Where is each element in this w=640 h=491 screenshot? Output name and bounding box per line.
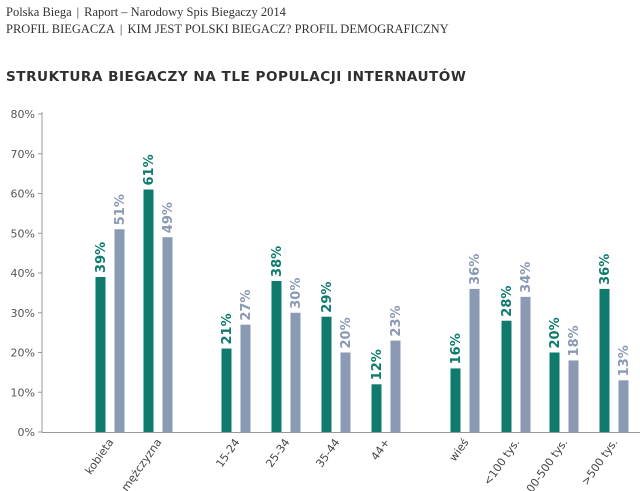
bar-value-label: 16% xyxy=(449,333,464,364)
bar xyxy=(599,288,610,432)
bar xyxy=(469,288,480,432)
bar-value-label: 49% xyxy=(161,202,176,233)
bar-value-label: 30% xyxy=(289,278,304,309)
section-name: PROFIL BIEGACZA xyxy=(6,22,115,36)
y-tick-label: 10% xyxy=(11,386,35,399)
chart-title: STRUKTURA BIEGACZY NA TLE POPULACJI INTE… xyxy=(6,69,467,85)
x-tick-label: <100 tys. xyxy=(481,436,522,487)
bar xyxy=(290,312,301,432)
bar xyxy=(114,229,125,432)
x-tick-label: 100-500 tys. xyxy=(520,436,571,491)
y-tick-label: 80% xyxy=(11,108,35,121)
bar xyxy=(549,352,560,432)
bar-value-label: 39% xyxy=(94,242,109,273)
report-header: Polska Biega | Raport – Narodowy Spis Bieg… xyxy=(6,5,286,20)
bar xyxy=(271,280,282,432)
x-tick-label: wieś xyxy=(447,436,472,464)
bar xyxy=(390,340,401,432)
x-tick-label: mężczyzna xyxy=(119,436,165,491)
y-tick-label: 20% xyxy=(11,347,35,360)
bar xyxy=(240,324,251,432)
bar-value-label: 28% xyxy=(500,286,515,317)
y-tick-label: 30% xyxy=(11,307,35,320)
bar-value-label: 36% xyxy=(598,254,613,285)
bar-value-label: 61% xyxy=(142,154,157,185)
bar xyxy=(321,316,332,432)
bar xyxy=(520,296,531,432)
bar xyxy=(143,189,154,432)
bar-value-label: 27% xyxy=(239,290,254,321)
bar xyxy=(618,380,629,432)
bar xyxy=(95,276,106,432)
publisher-name: Polska Biega xyxy=(6,5,72,19)
subsection-name: KIM JEST POLSKI BIEGACZ? PROFIL DEMOGRAF… xyxy=(127,22,449,36)
bar xyxy=(162,237,173,432)
bar-value-label: 12% xyxy=(370,349,385,380)
y-tick-label: 0% xyxy=(18,426,35,439)
bar-value-label: 13% xyxy=(617,345,632,376)
bar xyxy=(340,352,351,432)
bar xyxy=(221,348,232,432)
y-tick-label: 40% xyxy=(11,267,35,280)
x-tick-label: 44+ xyxy=(368,436,392,462)
bar xyxy=(568,360,579,432)
section-breadcrumb: PROFIL BIEGACZA | KIM JEST POLSKI BIEGACZ?… xyxy=(6,22,449,37)
separator: | xyxy=(119,22,123,36)
x-tick-label: kobieta xyxy=(83,436,117,477)
bar-value-label: 18% xyxy=(567,325,582,356)
x-tick-label: 25-34 xyxy=(263,436,292,470)
bar-value-label: 21% xyxy=(220,313,235,344)
report-name: Raport – Narodowy Spis Biegaczy 2014 xyxy=(84,5,286,19)
bar-value-label: 29% xyxy=(320,282,335,313)
x-tick-label: >500 tys. xyxy=(579,436,620,487)
bar xyxy=(371,384,382,432)
x-tick-label: 15-24 xyxy=(213,436,242,470)
separator: | xyxy=(76,5,80,19)
bar xyxy=(501,320,512,432)
bar-value-label: 51% xyxy=(113,194,128,225)
y-tick-label: 60% xyxy=(11,188,35,201)
bar-value-label: 20% xyxy=(548,317,563,348)
bar-value-label: 23% xyxy=(389,305,404,336)
bar-value-label: 38% xyxy=(270,246,285,277)
bar-value-label: 34% xyxy=(519,262,534,293)
bar-value-label: 20% xyxy=(339,317,354,348)
y-tick-label: 70% xyxy=(11,148,35,161)
x-tick-label: 35-44 xyxy=(313,436,342,470)
bar xyxy=(450,368,461,432)
y-tick-label: 50% xyxy=(11,227,35,240)
bar-value-label: 36% xyxy=(468,254,483,285)
